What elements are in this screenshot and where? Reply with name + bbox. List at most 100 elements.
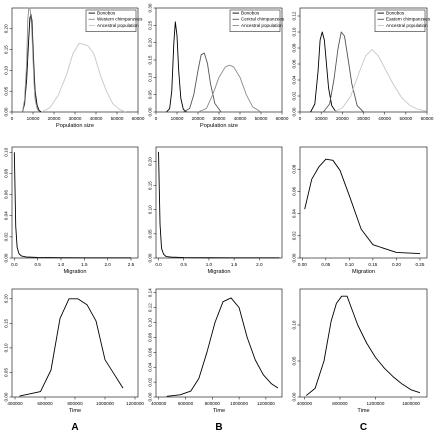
plot-frame	[299, 146, 428, 259]
y-tick-label: 0.10	[4, 65, 9, 74]
x-tick-label: 0	[155, 116, 158, 121]
y-tick-label: 0.00	[4, 253, 9, 262]
x-tick-label: 1000000	[96, 401, 114, 406]
y-tick-label: 0.02	[4, 232, 9, 241]
legend-box	[374, 9, 426, 32]
y-tick-label: 0.04	[4, 211, 9, 220]
series-line-bonobos	[22, 13, 42, 113]
x-tick-label: 1600000	[402, 401, 420, 406]
y-tick-label: 0.15	[148, 55, 153, 64]
column-label-b: B	[215, 422, 222, 433]
series-line-central-chimpanzees	[183, 52, 222, 113]
x-tick-label: 1.0	[58, 262, 65, 267]
x-tick-label: 10000	[27, 116, 40, 121]
x-tick-label: 30000	[357, 116, 370, 121]
y-tick-label: 0.08	[4, 169, 9, 178]
legend-entry: Western chimpanzees	[97, 17, 143, 22]
x-tick-label: 30000	[213, 116, 226, 121]
y-tick-label: 0.04	[292, 75, 297, 84]
plot-frame	[155, 288, 283, 398]
y-tick-label: 0.05	[4, 368, 9, 377]
x-tick-label: 30000	[69, 116, 82, 121]
y-tick-label: 0.05	[148, 229, 153, 238]
x-tick-label: 1200000	[126, 401, 144, 406]
x-tick-label: 60000	[276, 116, 289, 121]
y-tick-label: 0.00	[148, 253, 153, 262]
series-line-0	[304, 158, 420, 255]
chart-panel-b3: 400000 600000 800000 1000000 1200000 0.00 0.02…	[148, 288, 283, 414]
series-line-ancestral-population	[41, 42, 126, 113]
x-tick-label: 60000	[132, 116, 145, 121]
series-line-eastern-chimpanzees	[322, 31, 364, 113]
y-tick-label: 0.00	[148, 392, 153, 401]
x-tick-label: 20000	[192, 116, 205, 121]
y-tick-label: 0.12	[148, 303, 153, 312]
legend-entry: Ancestral population	[241, 23, 283, 28]
x-tick-label: 0.5	[34, 262, 41, 267]
x-tick-label: 10000	[171, 116, 184, 121]
x-tick-label: 400000	[297, 401, 313, 406]
y-tick-label: 0.00	[292, 107, 297, 116]
y-tick-label: 0.10	[4, 343, 9, 352]
x-tick-label: 0.05	[321, 262, 330, 267]
x-tick-label: 1.5	[81, 262, 88, 267]
x-tick-label: 60000	[421, 116, 434, 121]
x-tick-label: 800000	[205, 401, 221, 406]
x-axis-title: Time	[357, 408, 369, 414]
y-tick-label: 0.05	[292, 356, 297, 365]
plot-frame	[299, 288, 428, 398]
y-tick-label: 0.30	[148, 3, 153, 12]
series-line-western-chimpanzees	[22, 7, 40, 113]
x-tick-label: 40000	[234, 116, 247, 121]
y-tick-label: 0.15	[4, 45, 9, 54]
y-tick-label: 0.15	[4, 318, 9, 327]
y-tick-label: 0.08	[292, 164, 297, 173]
x-tick-label: 0	[299, 116, 302, 121]
chart-panel-a1: 0 10000 20000 30000 40000 50000 60000 0.00 0.05 0…	[4, 7, 145, 129]
y-tick-label: 0.10	[292, 27, 297, 36]
x-axis-title: Population size	[56, 123, 94, 129]
x-axis-title: Migration	[352, 269, 375, 275]
y-tick-label: 0.00	[292, 253, 297, 262]
x-tick-label: 1200000	[367, 401, 385, 406]
chart-panel-c1: 0 10000 20000 30000 40000 50000 60000 0.00 0.02 0…	[292, 7, 434, 121]
x-tick-label: 50000	[399, 116, 412, 121]
chart-panel-a2: 0.0 0.5 1.0 1.5 2.0 2.5 0.00 0.02 0.04 0.06 0.08 0.…	[4, 146, 139, 275]
x-tick-label: 10000	[315, 116, 328, 121]
x-axis-title: Migration	[207, 269, 230, 275]
legend-entry: Central chimpanzees	[241, 17, 285, 22]
y-tick-label: 0.06	[4, 190, 9, 199]
y-tick-label: 0.05	[148, 90, 153, 99]
y-tick-label: 0.10	[292, 320, 297, 329]
y-tick-label: 0.02	[148, 377, 153, 386]
x-tick-label: 400000	[7, 401, 23, 406]
chart-panel-a3: 400000 600000 800000 1000000 1200000 0.00 0.05…	[4, 288, 144, 414]
x-tick-label: 20000	[336, 116, 349, 121]
legend-box	[85, 9, 137, 32]
x-tick-label: 50000	[255, 116, 268, 121]
x-tick-label: 0	[11, 116, 14, 121]
x-tick-label: 800000	[67, 401, 83, 406]
series-line-ancestral-population	[197, 64, 262, 113]
y-tick-label: 0.10	[148, 318, 153, 327]
column-label-c: C	[360, 422, 367, 433]
x-tick-label: 0.5	[181, 262, 188, 267]
x-tick-label: 1200000	[257, 401, 275, 406]
legend-entry: Bonobos	[97, 11, 116, 16]
x-tick-label: 1.5	[231, 262, 238, 267]
y-tick-label: 0.06	[292, 186, 297, 195]
y-tick-label: 0.00	[4, 392, 9, 401]
x-tick-label: 0.0	[155, 262, 162, 267]
series-line-0	[158, 151, 280, 259]
plot-frame	[11, 146, 139, 259]
x-tick-label: 0.25	[415, 262, 424, 267]
chart-panel-b1: 0 10000 20000 30000 40000 50000 60000 0.00 0.05 0…	[148, 3, 289, 129]
plot-frame	[11, 288, 139, 398]
y-tick-label: 0.02	[292, 91, 297, 100]
x-tick-label: 2.5	[128, 262, 135, 267]
x-axis-title: Time	[213, 408, 225, 414]
y-tick-label: 0.25	[148, 20, 153, 29]
